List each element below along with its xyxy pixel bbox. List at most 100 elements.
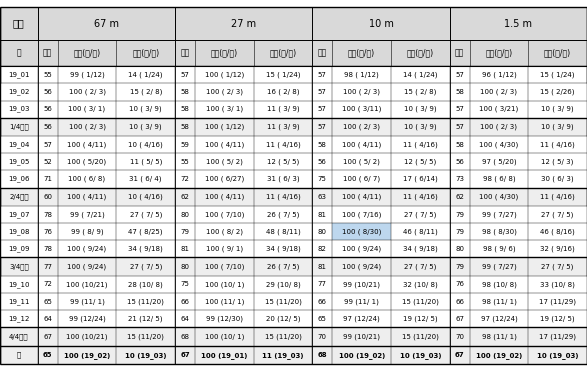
Text: 17 (11/29): 17 (11/29) bbox=[539, 333, 576, 340]
Bar bbox=[38, 293, 58, 310]
Bar bbox=[175, 327, 195, 346]
Text: 100 ( 9/24): 100 ( 9/24) bbox=[68, 245, 107, 252]
Bar bbox=[528, 223, 587, 240]
Bar bbox=[116, 206, 175, 223]
Text: 52: 52 bbox=[43, 159, 52, 165]
Bar bbox=[58, 310, 116, 327]
Text: 56: 56 bbox=[43, 124, 52, 130]
Bar bbox=[175, 84, 195, 100]
Bar bbox=[312, 258, 332, 276]
Text: 67: 67 bbox=[455, 316, 464, 322]
Text: 12 ( 5/ 5): 12 ( 5/ 5) bbox=[404, 159, 437, 165]
Text: 48 ( 8/11): 48 ( 8/11) bbox=[266, 229, 301, 235]
Text: 30 ( 6/ 3): 30 ( 6/ 3) bbox=[541, 176, 574, 182]
Bar bbox=[116, 153, 175, 170]
Bar bbox=[195, 66, 254, 84]
Text: 99 ( 8/ 9): 99 ( 8/ 9) bbox=[70, 229, 103, 235]
Text: 59: 59 bbox=[181, 142, 190, 148]
Bar bbox=[175, 40, 195, 66]
Text: 19_02: 19_02 bbox=[8, 89, 29, 95]
Bar bbox=[470, 240, 528, 258]
Bar bbox=[116, 310, 175, 327]
Text: 81: 81 bbox=[318, 212, 327, 217]
Bar bbox=[175, 276, 195, 293]
Bar bbox=[58, 170, 116, 188]
Bar bbox=[0, 276, 38, 293]
Text: 56: 56 bbox=[318, 159, 327, 165]
Text: 평균: 평균 bbox=[43, 49, 52, 57]
Text: 99 ( 7/27): 99 ( 7/27) bbox=[481, 263, 517, 270]
Text: 19_01: 19_01 bbox=[8, 71, 29, 78]
Text: 56: 56 bbox=[43, 89, 52, 95]
Text: 19_07: 19_07 bbox=[8, 211, 29, 218]
Text: 27 m: 27 m bbox=[231, 18, 257, 29]
Text: 100 ( 3/11): 100 ( 3/11) bbox=[342, 106, 382, 112]
Text: 19_08: 19_08 bbox=[8, 229, 29, 235]
Bar bbox=[332, 240, 391, 258]
Text: 97 ( 5/20): 97 ( 5/20) bbox=[482, 159, 516, 165]
Text: 32 (10/ 8): 32 (10/ 8) bbox=[403, 281, 438, 288]
Text: 70: 70 bbox=[455, 333, 464, 340]
Text: 99 (11/ 1): 99 (11/ 1) bbox=[344, 298, 379, 305]
Bar bbox=[254, 310, 312, 327]
Text: 12 ( 5/ 5): 12 ( 5/ 5) bbox=[267, 159, 299, 165]
Text: 10 ( 3/ 9): 10 ( 3/ 9) bbox=[404, 124, 437, 130]
Text: 100 ( 3/ 1): 100 ( 3/ 1) bbox=[206, 106, 243, 112]
Bar bbox=[175, 136, 195, 153]
Bar bbox=[0, 40, 38, 66]
Bar bbox=[470, 170, 528, 188]
Text: 26 ( 7/ 5): 26 ( 7/ 5) bbox=[267, 211, 299, 218]
Text: 100 ( 4/11): 100 ( 4/11) bbox=[205, 194, 244, 200]
Text: 56: 56 bbox=[455, 159, 464, 165]
Text: 100 ( 4/11): 100 ( 4/11) bbox=[342, 194, 382, 200]
Bar bbox=[195, 136, 254, 153]
Bar bbox=[528, 293, 587, 310]
Bar bbox=[528, 66, 587, 84]
Bar bbox=[450, 100, 470, 118]
Text: 100 ( 7/10): 100 ( 7/10) bbox=[205, 263, 244, 270]
Text: 63: 63 bbox=[318, 194, 327, 200]
Bar bbox=[195, 327, 254, 346]
Text: 65: 65 bbox=[318, 316, 327, 322]
Text: 27 ( 7/ 5): 27 ( 7/ 5) bbox=[541, 211, 574, 218]
Bar bbox=[195, 206, 254, 223]
Text: 11 (19_03): 11 (19_03) bbox=[262, 351, 303, 358]
Bar bbox=[391, 170, 450, 188]
Text: 100 ( 4/11): 100 ( 4/11) bbox=[68, 141, 107, 148]
Bar bbox=[450, 327, 470, 346]
Text: 99 (12/24): 99 (12/24) bbox=[69, 315, 106, 322]
Text: 28 (10/ 8): 28 (10/ 8) bbox=[129, 281, 163, 288]
Text: 76: 76 bbox=[455, 282, 464, 287]
Text: 27 ( 7/ 5): 27 ( 7/ 5) bbox=[130, 211, 162, 218]
Bar bbox=[391, 310, 450, 327]
Bar bbox=[58, 84, 116, 100]
Bar bbox=[175, 293, 195, 310]
Bar bbox=[175, 310, 195, 327]
Bar bbox=[332, 153, 391, 170]
Text: 최저(월/일): 최저(월/일) bbox=[269, 49, 296, 57]
Text: 67: 67 bbox=[43, 333, 52, 340]
Bar bbox=[58, 206, 116, 223]
Text: 15 (11/20): 15 (11/20) bbox=[402, 333, 438, 340]
Bar bbox=[38, 170, 58, 188]
Bar bbox=[391, 136, 450, 153]
Text: 10 (19_03): 10 (19_03) bbox=[400, 351, 441, 358]
Text: 57: 57 bbox=[43, 142, 52, 148]
Bar bbox=[312, 100, 332, 118]
Text: 31 ( 6/ 3): 31 ( 6/ 3) bbox=[266, 176, 299, 182]
Bar bbox=[195, 100, 254, 118]
Text: 10 (19_03): 10 (19_03) bbox=[125, 351, 167, 358]
Text: 평균: 평균 bbox=[455, 49, 464, 57]
Bar bbox=[116, 118, 175, 136]
Text: 100 (19_02): 100 (19_02) bbox=[339, 351, 384, 358]
Bar bbox=[332, 223, 391, 240]
Text: 66: 66 bbox=[455, 298, 464, 305]
Text: 15 ( 1/24): 15 ( 1/24) bbox=[266, 71, 301, 78]
Bar bbox=[528, 40, 587, 66]
Text: 11 ( 4/16): 11 ( 4/16) bbox=[403, 194, 438, 200]
Text: 100 (10/21): 100 (10/21) bbox=[66, 281, 108, 288]
Text: 82: 82 bbox=[318, 246, 327, 252]
Bar bbox=[38, 118, 58, 136]
Text: 64: 64 bbox=[43, 316, 52, 322]
Bar bbox=[391, 240, 450, 258]
